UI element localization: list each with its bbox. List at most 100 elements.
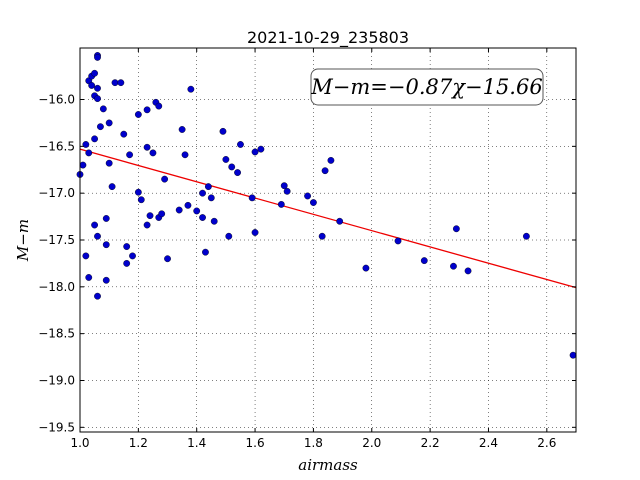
- x-tick-label: 1.0: [70, 436, 89, 450]
- data-point: [105, 159, 113, 167]
- data-point: [102, 215, 110, 222]
- data-point: [193, 207, 201, 215]
- fit-equation: M−m=−0.87χ−15.66: [310, 75, 542, 99]
- data-point: [452, 225, 460, 233]
- y-tick-label: −18.5: [38, 327, 75, 341]
- data-point: [108, 183, 116, 191]
- axis-ticks: 1.0 1.2 1.4 1.6 1.8 2.0 2.2 2.4 2.6 −16.0 −16.5 −17…: [38, 48, 576, 450]
- x-tick-label: 1.6: [246, 436, 265, 450]
- data-point: [88, 82, 96, 89]
- data-point: [79, 161, 87, 169]
- data-point: [394, 237, 402, 245]
- data-point: [225, 232, 233, 240]
- equation-box-frame: [310, 68, 544, 106]
- data-point: [94, 95, 101, 102]
- data-point: [210, 217, 218, 225]
- data-point: [123, 243, 131, 250]
- data-point: [120, 130, 128, 138]
- data-point: [82, 141, 90, 148]
- data-point: [82, 252, 90, 260]
- data-point: [199, 189, 206, 197]
- data-point: [85, 149, 93, 157]
- data-point: [134, 111, 142, 118]
- data-point: [237, 141, 244, 148]
- data-point: [251, 148, 259, 156]
- y-tick-label: −17.5: [38, 233, 75, 247]
- data-point: [91, 221, 98, 229]
- data-point: [91, 69, 98, 77]
- fit-line-group: [79, 148, 577, 289]
- data-point: [91, 135, 98, 143]
- y-axis-label: M−m: [14, 219, 32, 262]
- y-tick-label: −16.5: [38, 139, 75, 153]
- data-point: [111, 79, 119, 87]
- data-point: [187, 85, 195, 93]
- data-point: [149, 149, 157, 157]
- data-point: [523, 232, 530, 240]
- data-point: [202, 248, 209, 256]
- data-point: [181, 151, 189, 159]
- x-tick-label: 1.8: [304, 436, 323, 450]
- y-tick-label: −19.5: [38, 420, 75, 434]
- data-point: [336, 217, 344, 225]
- data-point: [155, 102, 163, 110]
- data-point: [280, 182, 288, 190]
- data-point: [161, 175, 169, 183]
- data-point: [283, 187, 291, 195]
- data-point: [102, 276, 110, 284]
- x-tick-label: 2.0: [362, 436, 381, 450]
- data-point: [310, 199, 317, 206]
- x-tick-label: 1.2: [129, 436, 148, 450]
- data-point: [318, 232, 326, 240]
- equation-box: M−m=−0.87χ−15.66: [310, 68, 544, 106]
- x-axis-label: airmass: [298, 456, 358, 474]
- data-point: [219, 127, 227, 135]
- data-point: [126, 151, 134, 159]
- data-point: [569, 351, 577, 359]
- data-point: [251, 229, 259, 236]
- data-point: [129, 252, 136, 260]
- data-point: [199, 214, 206, 221]
- data-point: [362, 264, 370, 272]
- data-point: [137, 196, 145, 204]
- data-point: [94, 232, 101, 240]
- data-point: [97, 123, 104, 131]
- data-point: [105, 119, 113, 127]
- data-point: [102, 241, 110, 249]
- data-point: [321, 167, 329, 175]
- data-point: [158, 210, 166, 218]
- data-point: [85, 274, 93, 281]
- data-point: [94, 53, 101, 61]
- data-point: [248, 194, 256, 202]
- grid: [79, 48, 576, 432]
- data-point: [234, 169, 241, 176]
- data-point: [143, 106, 151, 114]
- data-point: [257, 145, 265, 153]
- y-tick-label: −17.0: [38, 186, 75, 200]
- data-point: [228, 163, 236, 171]
- fit-line: [79, 148, 577, 289]
- data-point: [464, 267, 472, 275]
- x-tick-label: 2.6: [537, 436, 556, 450]
- data-point: [117, 79, 125, 87]
- data-point: [146, 212, 154, 220]
- x-tick-label: 2.2: [421, 436, 440, 450]
- data-point: [450, 262, 457, 270]
- chart-title: 2021-10-29_235803: [247, 28, 409, 48]
- x-tick-label: 1.4: [187, 436, 206, 450]
- data-point: [420, 257, 428, 265]
- data-point: [184, 201, 192, 209]
- data-point: [204, 183, 212, 191]
- data-point: [175, 206, 183, 214]
- data-points: [76, 52, 577, 359]
- y-tick-label: −19.0: [38, 373, 75, 387]
- y-tick-label: −16.0: [38, 93, 75, 107]
- data-point: [134, 188, 142, 196]
- data-point: [277, 201, 285, 208]
- data-point: [164, 255, 171, 263]
- data-point: [143, 143, 151, 151]
- data-point: [123, 260, 131, 267]
- data-point: [178, 126, 186, 133]
- data-point: [94, 84, 101, 92]
